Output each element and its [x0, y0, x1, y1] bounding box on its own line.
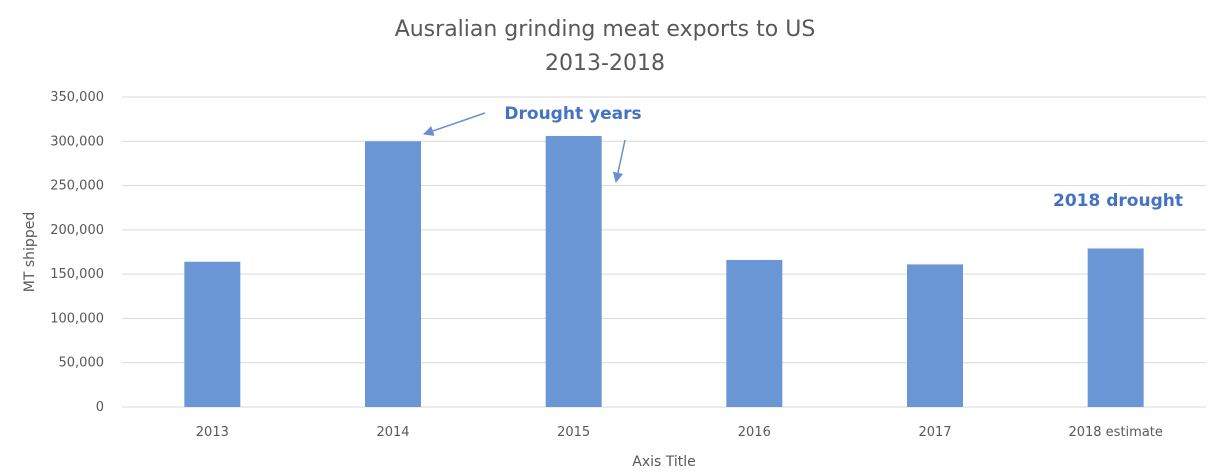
bars: [184, 135, 1144, 408]
y-tick-label: 100,000: [50, 311, 104, 326]
y-tick-label: 300,000: [50, 134, 104, 149]
x-tick-label: 2013: [196, 425, 229, 440]
x-tick-label: 2018 estimate: [1068, 425, 1162, 440]
y-tick-label: 50,000: [59, 356, 105, 371]
annotation-2018-drought: 2018 drought: [1053, 191, 1183, 211]
bar-2018-estimate: [1087, 248, 1144, 407]
x-axis-title: Axis Title: [632, 454, 696, 470]
bar-2015: [545, 135, 602, 407]
bar-2014: [365, 141, 421, 408]
x-tick-label: 2016: [738, 425, 771, 440]
y-axis-title: MT shipped: [22, 212, 38, 292]
y-tick-label: 200,000: [50, 223, 104, 238]
x-tick-label: 2015: [557, 425, 590, 440]
y-tick-label: 250,000: [50, 179, 104, 194]
bar-2016: [726, 259, 783, 407]
y-tick-label: 150,000: [50, 267, 104, 282]
x-tick-label: 2014: [376, 425, 409, 440]
annotation-arrow-2014: [423, 112, 486, 136]
gridlines: [122, 96, 1206, 408]
chart-title-line-1: Ausralian grinding meat exports to US: [395, 17, 816, 42]
annotation-arrow-2015: [612, 139, 626, 184]
y-tick-label: 0: [96, 400, 104, 415]
y-axis-ticks: 0 50,000 100,000 150,000 200,000 250,000 300,0…: [50, 90, 104, 415]
x-axis-ticks: 2013 2014 2015 2016 2017 2018 estimate: [196, 425, 1163, 440]
annotation-drought-years: Drought years: [504, 104, 641, 124]
x-tick-label: 2017: [918, 425, 951, 440]
bar-2013: [184, 261, 241, 407]
y-tick-label: 350,000: [50, 90, 104, 105]
bar-2017: [907, 264, 963, 407]
chart-title-line-2: 2013-2018: [545, 51, 665, 76]
